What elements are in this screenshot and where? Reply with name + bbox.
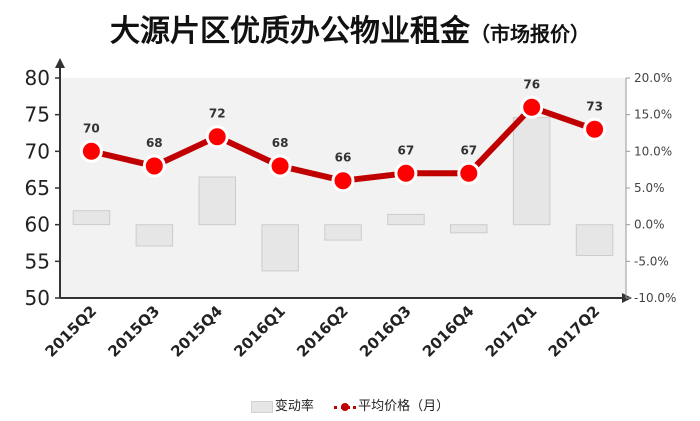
bar bbox=[575, 224, 614, 256]
price-point bbox=[520, 95, 544, 119]
x-tick-label: 2016Q3 bbox=[356, 302, 415, 361]
left-tick-label: 75 bbox=[25, 103, 50, 127]
x-tick-label: 2015Q2 bbox=[42, 302, 101, 361]
right-tick-label: 0.0% bbox=[634, 218, 665, 232]
chart-title: 大源片区优质办公物业租金（市场报价） bbox=[0, 6, 700, 50]
bar bbox=[72, 210, 111, 226]
left-tick-label: 50 bbox=[25, 286, 50, 310]
price-point bbox=[268, 154, 292, 178]
x-tick-label: 2015Q3 bbox=[105, 302, 164, 361]
right-tick-label: 20.0% bbox=[634, 71, 672, 85]
price-point bbox=[583, 117, 607, 141]
price-label: 70 bbox=[83, 121, 100, 135]
price-label: 68 bbox=[272, 136, 289, 150]
price-label: 76 bbox=[523, 77, 540, 91]
price-label: 68 bbox=[146, 136, 163, 150]
data-labels: 70 68 72 68 66 67 67 76 73 bbox=[83, 77, 603, 164]
bar bbox=[450, 224, 488, 234]
x-axis-ticks: 2015Q2 2015Q3 2015Q4 2016Q1 2016Q2 2016Q3 2016… bbox=[42, 302, 604, 361]
line-points bbox=[79, 95, 607, 193]
left-tick-label: 55 bbox=[25, 249, 50, 273]
legend-item-bar: 变动率 bbox=[250, 395, 314, 414]
bar-series bbox=[72, 117, 614, 272]
x-tick-label: 2016Q4 bbox=[419, 302, 478, 361]
bar bbox=[512, 117, 551, 226]
right-axis-ticks: -10.0% -5.0% 0.0% 5.0% 10.0% 15.0% 20.0% bbox=[626, 71, 676, 305]
legend-bar-swatch bbox=[250, 400, 273, 413]
right-tick-label: 5.0% bbox=[634, 181, 665, 195]
right-tick-label: 15.0% bbox=[634, 108, 672, 122]
price-label: 67 bbox=[460, 143, 477, 157]
left-axis-arrow bbox=[55, 58, 65, 68]
price-label: 67 bbox=[398, 143, 415, 157]
legend: 变动率 平均价格（月） bbox=[0, 395, 700, 414]
legend-line-label: 平均价格（月） bbox=[358, 399, 450, 414]
legend-bar-label: 变动率 bbox=[274, 399, 314, 414]
price-label: 72 bbox=[209, 107, 226, 121]
price-point bbox=[331, 169, 355, 193]
price-label: 66 bbox=[335, 151, 352, 165]
left-axis-ticks: 50 55 60 65 70 75 80 bbox=[25, 66, 60, 310]
legend-line-swatch bbox=[334, 401, 357, 413]
bar bbox=[135, 224, 174, 247]
price-label: 73 bbox=[586, 99, 603, 113]
bar bbox=[261, 224, 299, 272]
x-tick-label: 2017Q1 bbox=[482, 302, 541, 361]
bar bbox=[198, 176, 236, 226]
left-tick-label: 80 bbox=[25, 66, 50, 90]
price-point bbox=[142, 154, 166, 178]
x-tick-label: 2016Q2 bbox=[293, 302, 352, 361]
price-point bbox=[457, 161, 481, 185]
title-main: 大源片区优质办公物业租金 bbox=[110, 14, 470, 49]
left-tick-label: 60 bbox=[25, 213, 50, 237]
x-tick-label: 2017Q2 bbox=[545, 302, 604, 361]
x-tick-label: 2015Q4 bbox=[167, 302, 226, 361]
legend-item-line: 平均价格（月） bbox=[334, 395, 449, 414]
price-point bbox=[205, 125, 229, 149]
price-point bbox=[394, 161, 418, 185]
bar bbox=[387, 213, 425, 226]
right-tick-label: -5.0% bbox=[634, 254, 669, 268]
left-tick-label: 70 bbox=[25, 139, 50, 163]
title-sub: （市场报价） bbox=[470, 22, 590, 46]
left-tick-label: 65 bbox=[25, 176, 50, 200]
right-tick-label: -10.0% bbox=[634, 291, 676, 305]
x-tick-label: 2016Q1 bbox=[230, 302, 289, 361]
right-tick-label: 10.0% bbox=[634, 144, 672, 158]
bar bbox=[324, 224, 362, 241]
price-point bbox=[79, 139, 103, 163]
